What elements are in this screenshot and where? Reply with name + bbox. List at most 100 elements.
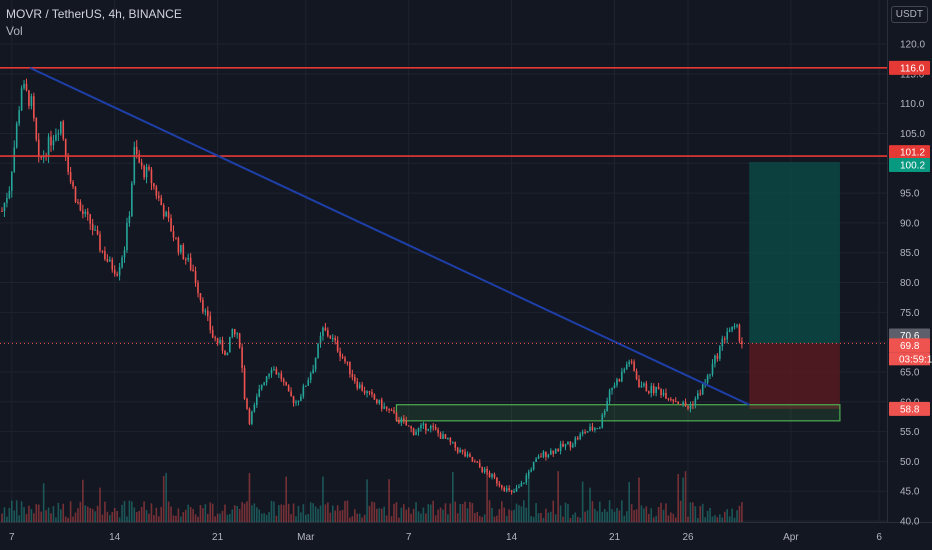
stop-zone[interactable] [749, 343, 840, 409]
volume-bar [439, 507, 442, 522]
volume-bar [640, 505, 643, 522]
volume-bar [243, 503, 246, 522]
volume-bar [336, 505, 339, 522]
candle-body [422, 423, 425, 426]
volume-bar [358, 513, 361, 522]
volume-bar [677, 474, 679, 522]
candle-body [464, 451, 466, 457]
candle-body [638, 379, 640, 388]
candle-body [351, 374, 354, 377]
candle-body [415, 431, 417, 436]
volume-bar [344, 501, 346, 522]
volume-bar [623, 515, 626, 522]
candle-body [601, 414, 604, 428]
candle-body [69, 172, 72, 182]
candle-body [471, 456, 474, 462]
volume-bar [417, 511, 420, 522]
volume-bar [466, 508, 469, 522]
price-label-value: 70.6 [900, 331, 920, 342]
volume-bar [478, 516, 481, 522]
candle-body [184, 259, 187, 261]
volume-bar [532, 516, 535, 522]
candle-body [679, 403, 682, 405]
candle-body [591, 426, 594, 430]
symbol-title[interactable]: MOVR / TetherUS, 4h, BINANCE [6, 7, 182, 21]
volume-bar [180, 516, 182, 522]
volume-bar [461, 504, 464, 522]
candle-body [126, 222, 128, 251]
candle-body [714, 355, 716, 364]
candle-body [518, 486, 520, 488]
candle-body [535, 458, 537, 463]
volume-bar [483, 514, 486, 522]
volume-bar [40, 511, 42, 522]
volume-bar [542, 517, 545, 522]
target-zone[interactable] [749, 162, 840, 344]
candle-body [109, 259, 111, 262]
trendline[interactable] [29, 66, 750, 406]
candle-body [86, 211, 89, 215]
candle-body [89, 214, 91, 224]
x-tick-label: 21 [212, 532, 224, 543]
candle-body [741, 341, 743, 345]
volume-bar [238, 508, 241, 522]
candle-body [682, 402, 684, 405]
candle-body [403, 418, 405, 421]
candle-body [552, 450, 555, 454]
candle-body [594, 428, 596, 430]
candle-body [256, 396, 258, 405]
candle-body [589, 426, 591, 432]
support-zone[interactable] [395, 404, 841, 422]
candle-body [84, 211, 87, 214]
candle-body [437, 429, 439, 434]
candle-body [1, 210, 3, 212]
candle-body [280, 373, 283, 380]
candle-body [263, 382, 265, 386]
candle-body [312, 369, 314, 374]
volume-bar [608, 500, 611, 522]
volume-bar [30, 509, 33, 522]
volume-bar [530, 516, 532, 522]
volume-bar [265, 514, 268, 522]
candle-body [180, 245, 182, 253]
candle-body [344, 357, 346, 362]
candle-body [104, 251, 106, 260]
volume-bar [23, 507, 25, 522]
volume-bar [251, 505, 253, 522]
volume-bar [8, 507, 11, 522]
volume-bar [331, 505, 334, 522]
candle-body [581, 432, 584, 434]
candle-body [258, 389, 261, 397]
volume-indicator-label[interactable]: Vol [6, 24, 23, 38]
candle-body [574, 437, 577, 445]
candle-body [388, 408, 390, 411]
volume-bar [378, 508, 381, 522]
volume-bar [62, 503, 65, 522]
volume-bar [135, 511, 138, 522]
candle-body [633, 361, 635, 371]
volume-bar [248, 473, 251, 522]
volume-bar [15, 500, 18, 522]
volume-bar [410, 513, 412, 522]
volume-bar [471, 503, 474, 522]
volume-bar [736, 510, 738, 522]
candle-body [385, 406, 388, 409]
candle-body [297, 400, 300, 403]
volume-bar [221, 510, 224, 522]
candle-body [18, 110, 20, 124]
candle-body [478, 462, 481, 468]
volume-bar [442, 509, 444, 522]
currency-unit-button[interactable]: USDT [890, 6, 928, 23]
volume-bar [6, 516, 8, 522]
candle-body [50, 136, 52, 146]
candle-body [667, 398, 670, 400]
volume-bar [356, 513, 359, 522]
volume-bar [652, 517, 655, 522]
volume-bar [444, 503, 447, 522]
volume-bar [35, 504, 38, 522]
candle-body [177, 238, 180, 253]
volume-bar [660, 502, 662, 522]
candle-body [241, 347, 243, 369]
candle-body [123, 250, 126, 258]
